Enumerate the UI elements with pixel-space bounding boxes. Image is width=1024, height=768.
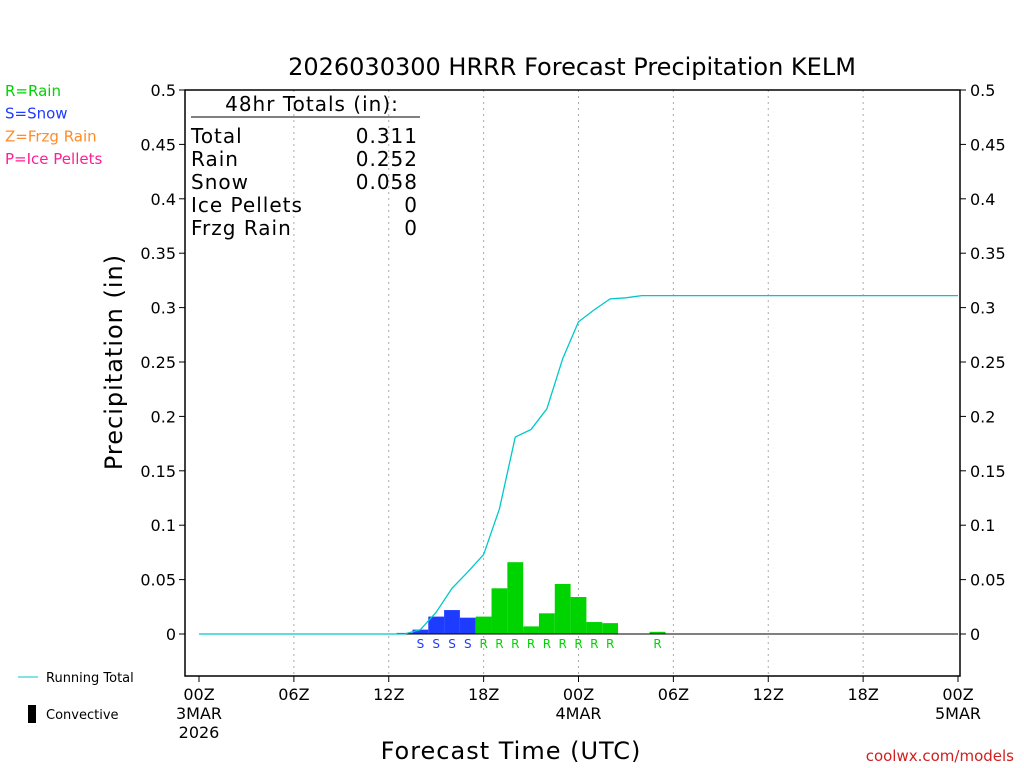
ptype-label: S xyxy=(432,637,440,651)
y-tick-label-right: 0.15 xyxy=(970,462,1006,481)
bar xyxy=(491,588,508,634)
y-tick-label-right: 0.1 xyxy=(970,516,995,535)
bar-series xyxy=(396,562,666,634)
ptype-label: S xyxy=(417,637,425,651)
x-tick-label: 06Z xyxy=(658,685,689,704)
x-tick-label: 00Z xyxy=(563,685,594,704)
totals-row-value: 0.311 xyxy=(356,124,418,148)
plot-frame xyxy=(184,89,961,677)
bar xyxy=(444,610,460,634)
ptype-label: S xyxy=(448,637,456,651)
x-tick-label: 00Z xyxy=(942,685,973,704)
y-tick-label: 0.45 xyxy=(140,135,176,154)
y-tick-label-right: 0.4 xyxy=(970,190,995,209)
y-tick-label: 0.3 xyxy=(151,299,176,318)
y-tick-label-right: 0.05 xyxy=(970,571,1006,590)
ptype-legend: R=Rain S=Snow Z=Frzg Rain P=Ice Pellets xyxy=(5,82,102,168)
x-tick-label: 18Z xyxy=(847,685,878,704)
y-tick-label: 0.1 xyxy=(151,516,176,535)
y-tick-label-right: 0.45 xyxy=(970,135,1006,154)
totals-rows: Total 0.311 Rain 0.252 Snow 0.058 Ice Pellets 0… xyxy=(190,124,418,240)
y-tick-label-right: 0.35 xyxy=(970,244,1006,263)
ptype-legend-item: Z=Frzg Rain xyxy=(5,127,97,145)
ptype-label: R xyxy=(479,637,487,651)
bar xyxy=(523,626,539,634)
y-tick-label: 0.5 xyxy=(151,81,176,100)
y-tick-label: 0.25 xyxy=(140,353,176,372)
x-tick-label: 18Z xyxy=(468,685,499,704)
totals-box: 48hr Totals (in): Total 0.311 Rain 0.252 Sno… xyxy=(190,92,420,240)
convective-legend-swatch xyxy=(28,705,36,723)
totals-row-value: 0 xyxy=(404,193,418,217)
running-total-line xyxy=(199,294,958,635)
ptype-label: R xyxy=(543,637,551,651)
x-tick-year: 2026 xyxy=(179,723,220,742)
ptype-legend-item: S=Snow xyxy=(5,105,68,123)
totals-row-value: 0.252 xyxy=(356,147,418,171)
y-tick-label-right: 0 xyxy=(970,625,980,644)
y-axis-label: Precipitation (in) xyxy=(100,254,128,470)
ptype-label: R xyxy=(574,637,582,651)
totals-row-label: Snow xyxy=(191,170,249,194)
bar xyxy=(602,623,619,634)
y-tick-label: 0.4 xyxy=(151,190,176,209)
bar xyxy=(428,616,445,634)
ptype-label: R xyxy=(527,637,535,651)
y-tick-label: 0.2 xyxy=(151,407,176,426)
x-tick-date: 4MAR xyxy=(555,704,601,723)
totals-row-label: Total xyxy=(190,124,243,148)
bar xyxy=(507,562,524,634)
convective-legend-label: Convective xyxy=(46,708,119,723)
x-tick-label: 00Z xyxy=(183,685,214,704)
ptype-label: R xyxy=(559,637,567,651)
ptype-legend-item: R=Rain xyxy=(5,82,61,100)
x-tick-label: 12Z xyxy=(373,685,404,704)
totals-heading: 48hr Totals (in): xyxy=(225,92,399,116)
y-axis-left: 0.5 0.45 0.4 0.35 0.3 0.25 0.2 0.15 0.1 0.05 0 xyxy=(140,81,185,644)
bar xyxy=(412,629,429,634)
ptype-legend-item: P=Ice Pellets xyxy=(5,150,102,168)
ptype-label: R xyxy=(653,637,661,651)
totals-row-value: 0 xyxy=(404,216,418,240)
totals-row-label: Frzg Rain xyxy=(191,216,292,240)
y-tick-label: 0.35 xyxy=(140,244,176,263)
totals-row-label: Rain xyxy=(191,147,239,171)
ptype-label: R xyxy=(590,637,598,651)
y-tick-label-right: 0.2 xyxy=(970,407,995,426)
y-tick-label-right: 0.3 xyxy=(970,299,995,318)
x-tick-label: 06Z xyxy=(278,685,309,704)
ptype-label: R xyxy=(606,637,614,651)
chart-title: 2026030300 HRRR Forecast Precipitation K… xyxy=(288,53,856,81)
totals-row-label: Ice Pellets xyxy=(191,193,303,217)
bar xyxy=(538,613,555,634)
bar xyxy=(554,583,571,634)
x-tick-date: 3MAR xyxy=(176,704,222,723)
ptype-label: S xyxy=(464,637,472,651)
y-tick-label: 0.15 xyxy=(140,462,176,481)
y-tick-label-right: 0.25 xyxy=(970,353,1006,372)
bar xyxy=(649,631,666,634)
ptype-label: R xyxy=(511,637,519,651)
y-axis-right: 0.5 0.45 0.4 0.35 0.3 0.25 0.2 0.15 0.1 0.05 0 xyxy=(960,81,1006,644)
y-tick-label: 0 xyxy=(166,625,176,644)
bar xyxy=(475,616,492,634)
bar xyxy=(586,622,603,634)
y-tick-label: 0.05 xyxy=(140,571,176,590)
bar xyxy=(459,617,476,634)
x-tick-date: 5MAR xyxy=(935,704,981,723)
x-axis-label: Forecast Time (UTC) xyxy=(381,737,642,765)
credit-text: coolwx.com/models xyxy=(866,747,1014,765)
bar xyxy=(570,597,587,634)
running-total-legend-label: Running Total xyxy=(46,671,134,686)
x-tick-label: 12Z xyxy=(753,685,784,704)
gridlines xyxy=(293,90,864,676)
totals-row-value: 0.058 xyxy=(356,170,418,194)
y-tick-label-right: 0.5 xyxy=(970,81,995,100)
ptype-label: R xyxy=(495,637,503,651)
